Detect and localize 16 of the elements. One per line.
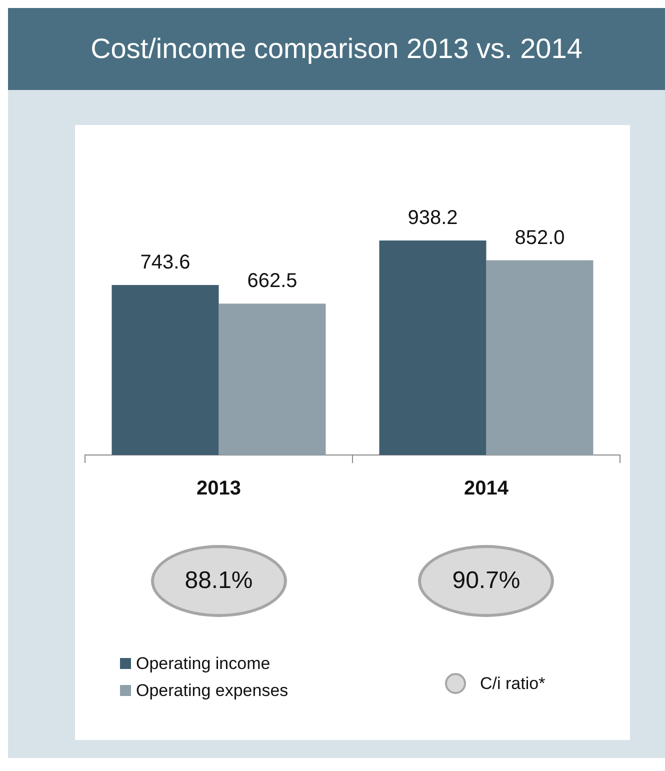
bar bbox=[486, 260, 594, 455]
data-label: 662.5 bbox=[247, 270, 298, 292]
text: 90.7% bbox=[452, 567, 520, 595]
text: C/i ratio* bbox=[480, 674, 546, 694]
bar bbox=[218, 304, 326, 455]
data-label: 938.2 bbox=[408, 207, 458, 230]
x-tick-label: 2014 bbox=[464, 478, 510, 500]
data-label: 852.0 bbox=[514, 226, 565, 249]
chart-title: Cost/income comparison 2013 vs. 2014 bbox=[90, 33, 582, 65]
text: 88.1% bbox=[184, 567, 253, 595]
bar bbox=[379, 240, 486, 455]
legend-label: Operating income bbox=[136, 653, 270, 675]
x-tick-label: 2013 bbox=[196, 478, 241, 500]
legend-label: Operating expenses bbox=[136, 680, 288, 702]
data-label: 743.6 bbox=[140, 252, 190, 274]
bar bbox=[112, 285, 219, 455]
